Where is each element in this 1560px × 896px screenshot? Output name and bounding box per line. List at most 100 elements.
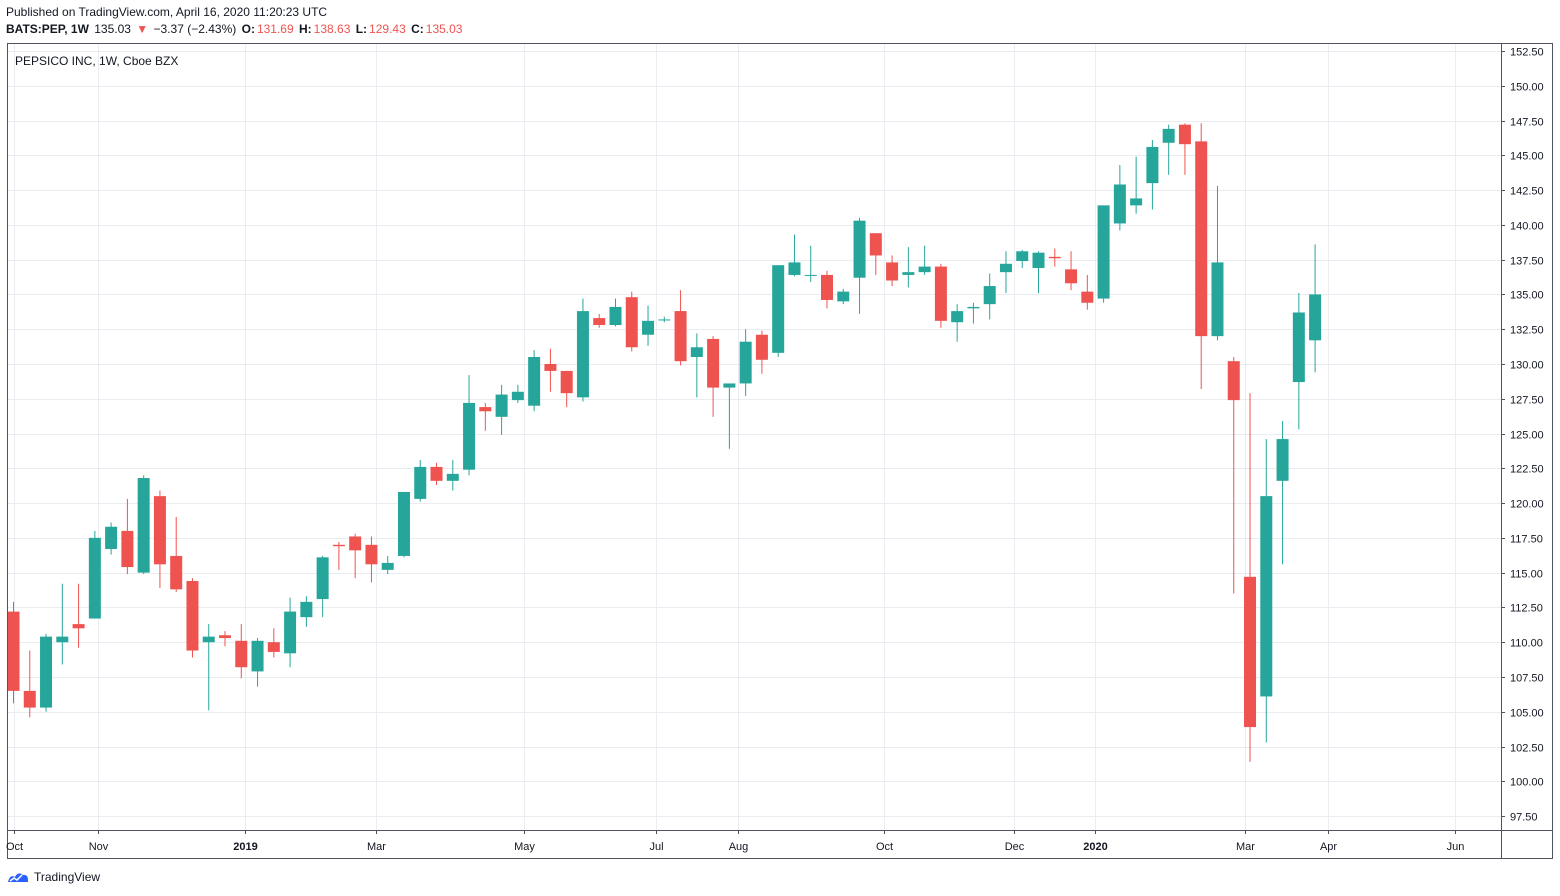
y-tick-label: 125.00 — [1510, 430, 1544, 442]
candle-up — [690, 333, 703, 398]
candle-body — [934, 266, 947, 321]
candle-up — [902, 247, 915, 288]
candle-body — [7, 611, 20, 691]
candle-down — [186, 578, 199, 658]
candle-down — [1178, 123, 1191, 175]
candle-body — [707, 338, 720, 388]
candle-up — [446, 459, 459, 491]
candle-body — [479, 407, 492, 412]
candle-down — [1048, 248, 1061, 267]
candle-body — [251, 640, 264, 672]
y-tick-label: 147.50 — [1510, 117, 1544, 129]
candle-up — [804, 245, 817, 282]
candle-body — [332, 544, 345, 547]
time-axis[interactable]: Oct Nov 2019 Mar May Jul Aug Oct Dec 2020 Mar Apr Ju… — [6, 830, 1464, 853]
candle-down — [219, 631, 232, 647]
price-axis[interactable]: 97.50 100.00 102.50 105.00 107.50 110.00 112.5… — [1501, 47, 1544, 824]
y-tick-label: 145.00 — [1510, 151, 1544, 163]
candle-down — [7, 601, 20, 704]
candle-body — [1178, 124, 1191, 145]
candle-body — [1244, 576, 1257, 728]
candle-body — [609, 306, 622, 326]
candle-up — [1276, 421, 1289, 565]
candle-body — [1227, 361, 1240, 401]
candle-down — [235, 624, 248, 679]
candle-body — [1292, 312, 1305, 383]
candle-body — [788, 262, 801, 275]
candle-up — [1130, 156, 1143, 214]
candle-up — [739, 329, 752, 396]
y-tick-label: 97.50 — [1510, 812, 1538, 824]
candle-body — [674, 311, 687, 362]
candle-down — [1065, 251, 1078, 291]
candle-up — [202, 624, 215, 711]
chart-legend-title: PEPSICO INC, 1W, Cboe BZX — [15, 54, 178, 68]
candle-up — [983, 273, 996, 320]
candle-down — [755, 330, 768, 374]
open-value: 131.69 — [256, 22, 294, 36]
x-tick-label: Oct — [876, 841, 893, 853]
candle-body — [1162, 128, 1175, 143]
candle-body — [235, 640, 248, 668]
candle-up — [723, 383, 736, 449]
x-tick-label: 2020 — [1083, 841, 1107, 853]
candle-body — [1130, 198, 1143, 206]
candle-up — [658, 316, 671, 323]
candle-body — [560, 370, 573, 394]
candle-body — [755, 334, 768, 360]
candle-body — [886, 262, 899, 281]
x-tick-label: Apr — [1320, 841, 1337, 853]
candle-body — [723, 383, 736, 388]
open-label: O: — [241, 22, 255, 36]
candle-up — [463, 375, 476, 476]
candle-body — [1016, 251, 1029, 262]
candle-down — [349, 533, 362, 579]
candle-body — [284, 611, 297, 654]
candle-down — [153, 490, 166, 588]
candle-down — [934, 263, 947, 328]
y-tick-label: 100.00 — [1510, 777, 1544, 789]
candle-down — [1081, 274, 1094, 310]
y-tick-label: 142.50 — [1510, 186, 1544, 198]
candle-body — [690, 347, 703, 358]
candle-body — [1048, 256, 1061, 259]
candle-up — [642, 305, 655, 346]
candle-up — [1211, 185, 1224, 341]
candle-up — [137, 475, 150, 575]
candle-down — [593, 313, 606, 328]
y-tick-label: 117.50 — [1510, 534, 1543, 546]
candle-up — [788, 234, 801, 277]
candle-body — [821, 274, 833, 300]
candle-body — [267, 642, 280, 652]
candle-up — [300, 596, 313, 627]
candle-up — [88, 530, 101, 619]
candle-body — [1113, 184, 1126, 224]
candle-body — [1260, 496, 1273, 697]
candle-body — [1097, 205, 1110, 299]
footer-brand[interactable]: TradingView — [6, 869, 100, 885]
candle-body — [1146, 146, 1159, 184]
x-tick-label: Dec — [1005, 841, 1025, 853]
candle-body — [1032, 252, 1045, 268]
chart-frame — [7, 43, 1553, 859]
candle-up — [1016, 249, 1029, 268]
candle-down — [1227, 357, 1240, 594]
candle-down — [267, 628, 280, 658]
candle-body — [105, 526, 118, 549]
candle-body — [219, 635, 232, 639]
candle-body — [365, 544, 378, 565]
candle-down — [674, 290, 687, 366]
candle-up — [40, 633, 53, 712]
x-tick-label: May — [514, 841, 535, 853]
candle-body — [902, 272, 915, 275]
footer-brand-label: TradingView — [34, 870, 101, 884]
candle-down — [544, 348, 557, 392]
candle-down — [707, 336, 720, 417]
candle-body — [1309, 294, 1322, 341]
x-tick-label: Nov — [89, 841, 109, 853]
y-tick-label: 120.00 — [1510, 499, 1544, 511]
y-tick-label: 105.00 — [1510, 708, 1544, 720]
candle-body — [300, 601, 313, 618]
y-tick-label: 107.50 — [1510, 673, 1544, 685]
